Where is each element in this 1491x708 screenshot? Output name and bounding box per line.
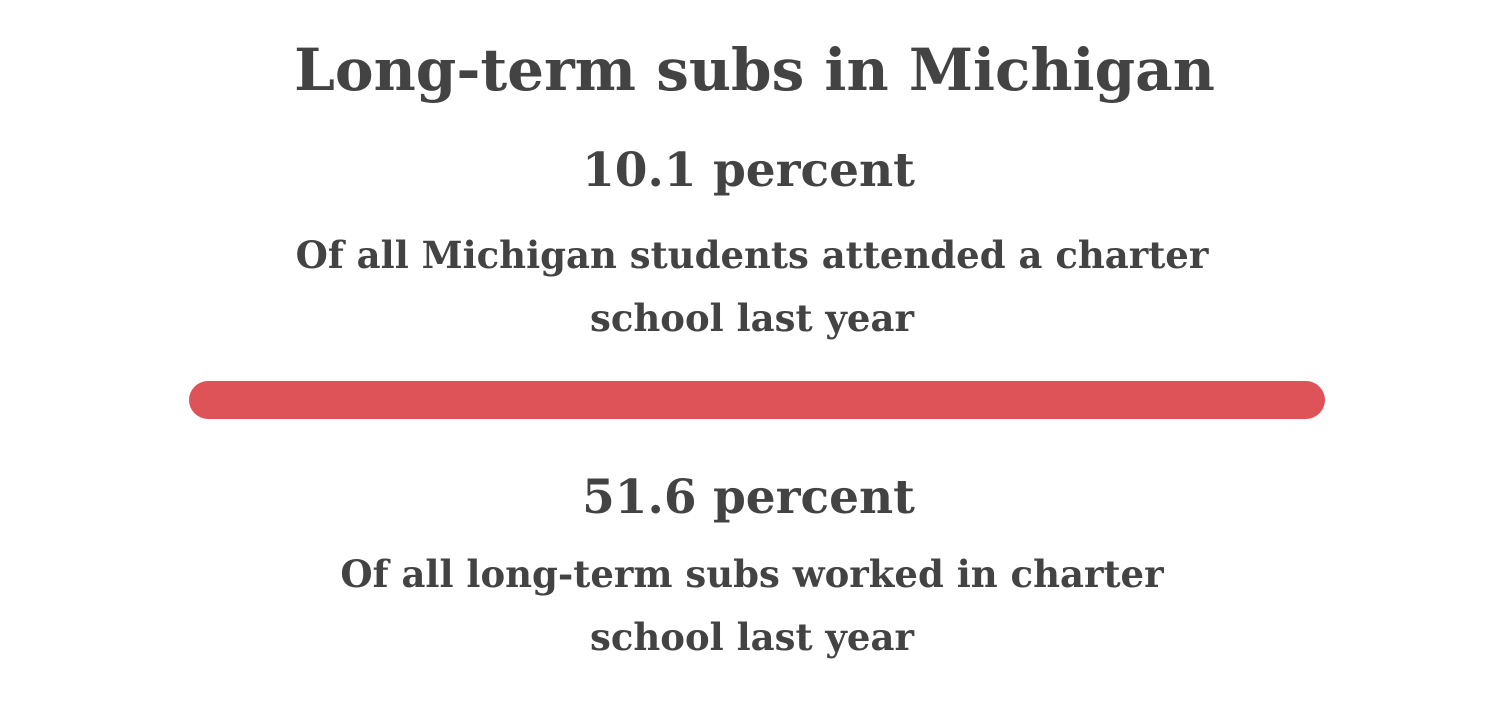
- page-title: Long-term subs in Michigan: [294, 36, 1215, 104]
- divider-bar: [189, 381, 1325, 419]
- stat-description-charter-students: Of all Michigan students attended a char…: [0, 224, 1491, 350]
- stat-value-long-term-subs: 51.6 percent: [582, 470, 915, 525]
- stat-description-line: school last year: [590, 615, 914, 659]
- stat-description-long-term-subs: Of all long-term subs worked in charter …: [0, 543, 1491, 669]
- stat-description-line: school last year: [590, 296, 914, 340]
- stat-description-line: Of all long-term subs worked in charter: [340, 552, 1164, 596]
- stat-value-charter-students: 10.1 percent: [582, 143, 915, 198]
- stat-description-line: Of all Michigan students attended a char…: [295, 233, 1209, 277]
